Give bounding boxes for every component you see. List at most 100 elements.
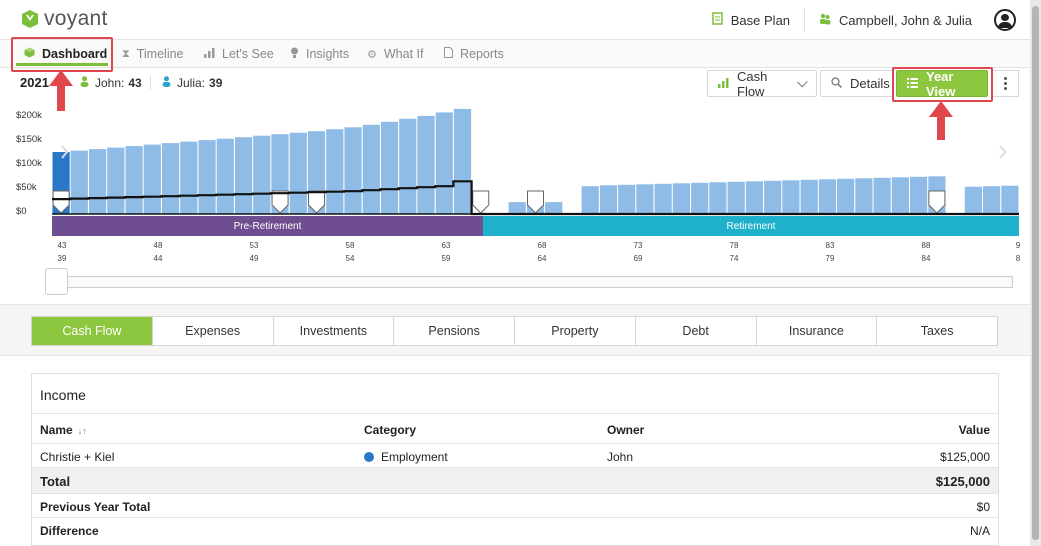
tab-expenses[interactable]: Expenses: [151, 317, 273, 345]
bar: [691, 182, 709, 214]
user-account-icon[interactable]: [994, 9, 1016, 31]
tab-debt[interactable]: Debt: [634, 317, 756, 345]
annotation-box-dashboard: [11, 37, 113, 72]
tab-pensions[interactable]: Pensions: [393, 317, 514, 345]
plan-toolbar: 2021 John: 43 Julia: 39 Cash Flow: [0, 68, 1030, 99]
previous-year-label: Previous Year Total: [40, 500, 151, 514]
column-value: Value: [958, 423, 990, 437]
person-julia-age: 39: [209, 76, 223, 90]
tab-lets-see[interactable]: Let's See: [204, 40, 274, 68]
bar: [581, 186, 599, 214]
x-tick-label: 83: [825, 241, 835, 250]
year-view-button[interactable]: Year View: [896, 69, 988, 99]
plan-icon: [712, 12, 723, 28]
income-owner: John: [607, 450, 634, 464]
list-icon: [907, 76, 918, 91]
bar: [964, 186, 982, 214]
timeline-scroll-track[interactable]: [48, 276, 1013, 288]
income-category-label: Employment: [381, 450, 448, 464]
cube-icon: [24, 47, 35, 61]
cash-flow-label: Cash Flow: [737, 68, 768, 99]
lightbulb-icon: [290, 47, 299, 62]
brand-logo[interactable]: voyant: [20, 7, 108, 31]
total-value: $125,000: [935, 474, 990, 489]
tab-reports-label: Reports: [460, 47, 504, 61]
bar: [417, 115, 435, 214]
document-icon: [444, 47, 453, 61]
bar: [745, 181, 763, 214]
search-icon: [831, 76, 843, 91]
tab-what-if-label: What If: [383, 47, 424, 61]
timeline-scroll-handle[interactable]: [45, 268, 68, 295]
tab-lets-see-label: Let's See: [222, 47, 274, 61]
y-tick-label: $0: [16, 206, 27, 217]
cash-flow-dropdown[interactable]: Cash Flow: [707, 68, 817, 99]
x-tick-label: 48: [153, 241, 163, 250]
x-tick-label: 44: [153, 254, 163, 263]
phase-retirement: Retirement: [483, 216, 1019, 236]
bar: [235, 137, 253, 214]
tab-cash-flow[interactable]: Cash Flow: [32, 317, 152, 345]
person-john-name: John:: [95, 76, 125, 90]
x-tick-label: 64: [537, 254, 547, 263]
person-icon: [162, 76, 171, 90]
tab-taxes[interactable]: Taxes: [876, 317, 997, 345]
table-row[interactable]: Christie + Kiel Employment John $125,000: [32, 444, 998, 468]
bar: [545, 202, 563, 214]
base-plan-button[interactable]: Base Plan: [698, 9, 804, 31]
tab-dashboard[interactable]: Dashboard: [24, 40, 107, 68]
x-tick-label: 69: [633, 254, 643, 263]
more-options-icon[interactable]: [991, 70, 1019, 97]
client-selector[interactable]: Campbell, John & Julia: [804, 9, 986, 31]
x-tick-label: 54: [345, 254, 355, 263]
tab-reports[interactable]: Reports: [444, 40, 504, 68]
page-scrollbar[interactable]: [1030, 0, 1041, 546]
main-nav: Dashboard ⧗ Timeline Let's See Insights …: [0, 40, 1030, 68]
bar: [672, 183, 690, 214]
x-tick-label: 73: [633, 241, 643, 250]
x-tick-label: 88: [921, 241, 931, 250]
annotation-arrow-up: [929, 101, 953, 140]
x-tick-label: 63: [441, 241, 451, 250]
phase-pre-retirement: Pre-Retirement: [52, 216, 483, 236]
bar: [70, 150, 88, 214]
tab-investments[interactable]: Investments: [272, 317, 394, 345]
tab-what-if[interactable]: ⚙ What If: [367, 40, 423, 68]
details-button[interactable]: Details: [820, 70, 893, 97]
y-tick-label: $100k: [16, 158, 42, 169]
column-category: Category: [364, 423, 417, 437]
tab-insights-label: Insights: [306, 47, 350, 61]
bar: [599, 185, 618, 214]
bar: [983, 186, 1001, 214]
bar: [855, 178, 873, 214]
chart-plot-area: [52, 108, 1019, 216]
cash-flow-chart: $200k $150k $100k $50k $0 Pre-Retirement…: [0, 100, 1030, 300]
x-tick-label: 9: [1015, 241, 1021, 250]
previous-year-row: Previous Year Total $0: [32, 494, 998, 518]
tab-insights[interactable]: Insights: [290, 40, 349, 68]
event-marker-icon: [308, 190, 326, 214]
bar: [326, 129, 344, 214]
difference-label: Difference: [40, 524, 99, 538]
bar: [107, 147, 125, 214]
scrollbar-thumb[interactable]: [1032, 6, 1039, 540]
tab-insurance[interactable]: Insurance: [755, 317, 877, 345]
category-bar: Cash Flow Expenses Investments Pensions …: [0, 304, 1030, 356]
event-marker-icon: [928, 190, 946, 214]
tab-timeline[interactable]: ⧗ Timeline: [122, 40, 184, 68]
column-name[interactable]: Name ↓↑: [40, 423, 87, 437]
current-year: 2021: [20, 75, 49, 90]
bar: [782, 180, 800, 214]
bar: [162, 143, 180, 214]
tab-timeline-label: Timeline: [136, 47, 184, 61]
scroll-right-icon: [999, 145, 1007, 159]
bar: [891, 177, 909, 214]
x-tick-label: 79: [825, 254, 835, 263]
tab-property[interactable]: Property: [514, 317, 635, 345]
x-tick-label: 8: [1015, 254, 1021, 263]
brand-name: voyant: [44, 7, 108, 30]
column-owner: Owner: [607, 423, 645, 437]
x-tick-label: 39: [57, 254, 67, 263]
bar: [508, 202, 526, 214]
bar: [818, 179, 836, 214]
